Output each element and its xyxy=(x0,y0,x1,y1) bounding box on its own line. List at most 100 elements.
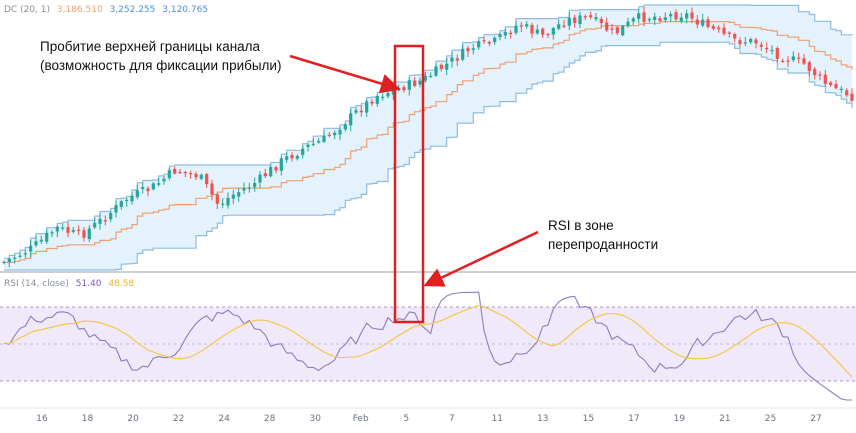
candle-body xyxy=(695,19,699,25)
dc-middle: 3,252.255 xyxy=(109,5,156,15)
candle-body xyxy=(226,197,230,206)
candle-body xyxy=(450,57,454,62)
candle-body xyxy=(706,19,710,27)
candle-body xyxy=(285,156,289,160)
x-tick-label: 21 xyxy=(719,414,730,424)
candle-body xyxy=(199,174,203,179)
candle-body xyxy=(605,22,609,31)
rsi-lines xyxy=(3,291,853,401)
x-tick-label: Feb xyxy=(353,414,369,424)
x-tick-label: 7 xyxy=(449,414,455,424)
x-tick-label: 25 xyxy=(765,414,776,424)
candle-body xyxy=(333,132,337,136)
candle-body xyxy=(546,34,550,36)
x-axis-ticks: 16 18 20 22 24 28 30 Feb 5 7 11 13 15 17 19 21 25 27 xyxy=(36,414,821,424)
candle-body xyxy=(109,213,113,220)
candle-body xyxy=(519,25,523,27)
candle-body xyxy=(114,205,118,213)
candle-body xyxy=(119,201,123,207)
candle-body xyxy=(589,15,593,18)
candle-body xyxy=(711,26,715,29)
candle-body xyxy=(125,199,129,202)
candle-body xyxy=(850,93,854,101)
candle-body xyxy=(493,37,497,43)
candle-body xyxy=(786,60,790,62)
candle-body xyxy=(210,183,214,195)
candle-body xyxy=(87,228,91,239)
candle-body xyxy=(610,28,614,30)
candle-body xyxy=(45,232,49,242)
candle-body xyxy=(823,74,827,84)
candle-body xyxy=(599,18,603,24)
candle-body xyxy=(727,32,731,34)
candle-body xyxy=(642,12,646,22)
highlight-box xyxy=(393,44,425,324)
candle-body xyxy=(50,232,54,234)
candle-body xyxy=(781,60,785,62)
candle-body xyxy=(349,113,353,126)
candle-body xyxy=(178,171,182,174)
candle-body xyxy=(71,230,75,232)
candle-body xyxy=(674,12,678,20)
candle-body xyxy=(418,80,422,85)
candle-body xyxy=(274,167,278,171)
x-tick-label: 13 xyxy=(537,414,548,424)
candle-body xyxy=(93,222,97,228)
rsi-annot-line-1: RSI в зоне xyxy=(548,218,614,233)
dc-lower: 3,120.765 xyxy=(162,5,209,15)
candle-body xyxy=(759,44,763,47)
donchian-basis xyxy=(4,21,853,263)
candle-body xyxy=(269,167,273,177)
candle-body xyxy=(647,19,651,21)
candle-body xyxy=(311,143,315,145)
candle-body xyxy=(594,17,598,20)
candle-body xyxy=(461,48,465,60)
x-tick-label: 11 xyxy=(492,414,503,424)
candle-body xyxy=(802,58,806,64)
candle-body xyxy=(503,32,507,36)
x-tick-label: 24 xyxy=(218,414,230,424)
candle-body xyxy=(477,41,481,48)
candle-body xyxy=(370,101,374,104)
candle-body xyxy=(173,168,177,174)
x-tick-label: 19 xyxy=(674,414,686,424)
dc-label: DC (20, 1) xyxy=(4,5,50,15)
rsi-legend: RSI (14, close) 51.40 48.58 xyxy=(4,279,138,289)
candle-body xyxy=(146,188,150,192)
candle-body xyxy=(717,27,721,30)
candle-body xyxy=(567,17,571,26)
candle-body xyxy=(103,220,107,222)
candle-body xyxy=(434,66,438,76)
x-tick-label: 27 xyxy=(810,414,821,424)
candle-body xyxy=(498,34,502,38)
candle-body xyxy=(525,24,529,27)
candle-body xyxy=(573,17,577,23)
candle-body xyxy=(7,258,11,262)
price-legend: DC (20, 1) 3,186.510 3,252.255 3,120.765 xyxy=(4,5,212,15)
rsi-ma-value: 48.58 xyxy=(108,279,135,289)
candle-body xyxy=(301,148,305,155)
candle-body xyxy=(13,257,17,259)
candle-body xyxy=(690,12,694,19)
candle-body xyxy=(306,144,310,147)
dc-upper: 3,186.510 xyxy=(56,5,103,15)
candle-body xyxy=(669,14,673,17)
candle-body xyxy=(791,56,795,61)
candle-body xyxy=(722,27,726,34)
x-tick-label: 17 xyxy=(628,414,639,424)
breakout-arrow xyxy=(289,54,401,94)
candle-body xyxy=(2,261,6,264)
candle-body xyxy=(658,18,662,21)
candle-body xyxy=(775,48,779,59)
breakout-line-2: (возможность для фиксации прибыли) xyxy=(40,58,282,73)
candle-body xyxy=(162,178,166,182)
candle-body xyxy=(359,110,363,113)
rsi-arrow xyxy=(423,230,539,287)
candle-body xyxy=(562,25,566,27)
candle-body xyxy=(183,172,187,174)
candle-body xyxy=(237,192,241,197)
candle-body xyxy=(135,190,139,197)
candle-body xyxy=(151,183,155,190)
candle-body xyxy=(98,218,102,224)
